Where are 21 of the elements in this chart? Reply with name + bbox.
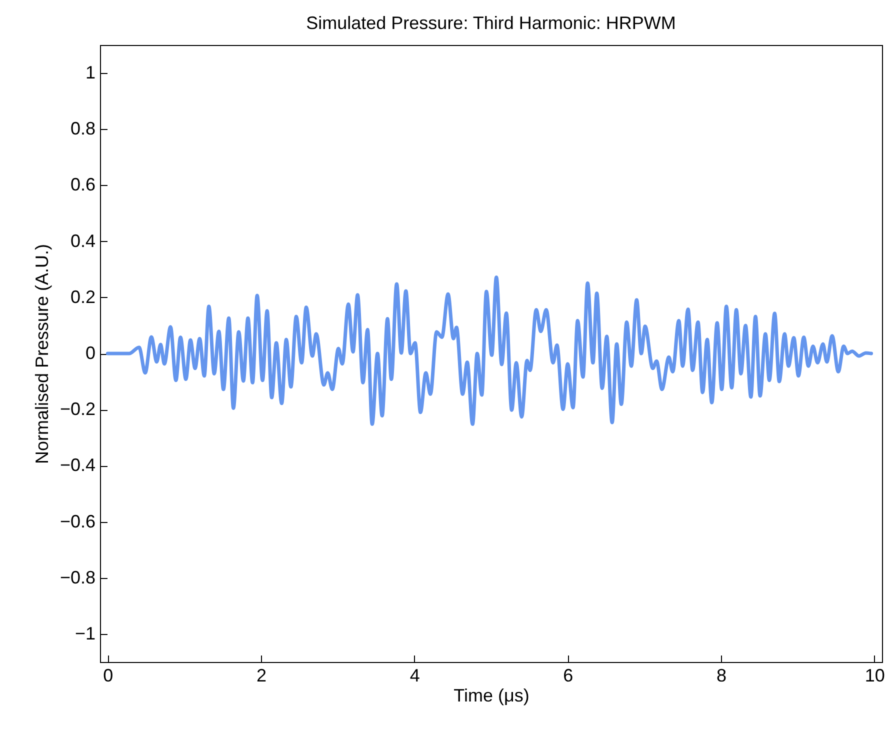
y-tick-label: 0.8: [70, 118, 96, 139]
y-tick-label: 0.6: [70, 174, 96, 195]
x-tick-label: 8: [716, 666, 727, 686]
y-tick-label: −1: [74, 623, 96, 644]
x-tick-label: 4: [410, 666, 420, 686]
chart-title: Simulated Pressure: Third Harmonic: HRPWM: [306, 13, 676, 33]
y-axis-title: Normalised Pressure (A.U.): [32, 244, 52, 464]
y-tick-label: −0.4: [60, 455, 96, 476]
x-tick-label: 0: [103, 666, 114, 686]
line-series: [106, 275, 874, 426]
y-tick-label: 0: [85, 343, 96, 363]
x-tick-label: 10: [864, 666, 885, 686]
y-tick-label: 0.4: [70, 230, 96, 251]
y-tick-label: 1: [85, 62, 96, 83]
x-tick-label: 2: [256, 666, 267, 686]
y-tick-label: −0.8: [60, 567, 96, 588]
x-tick-label: 6: [563, 666, 574, 686]
x-axis-title: Time (μs): [454, 686, 530, 706]
y-tick-label: −0.2: [60, 399, 96, 420]
y-tick-label: 0.2: [70, 286, 96, 307]
y-tick-label: −0.6: [60, 511, 96, 532]
